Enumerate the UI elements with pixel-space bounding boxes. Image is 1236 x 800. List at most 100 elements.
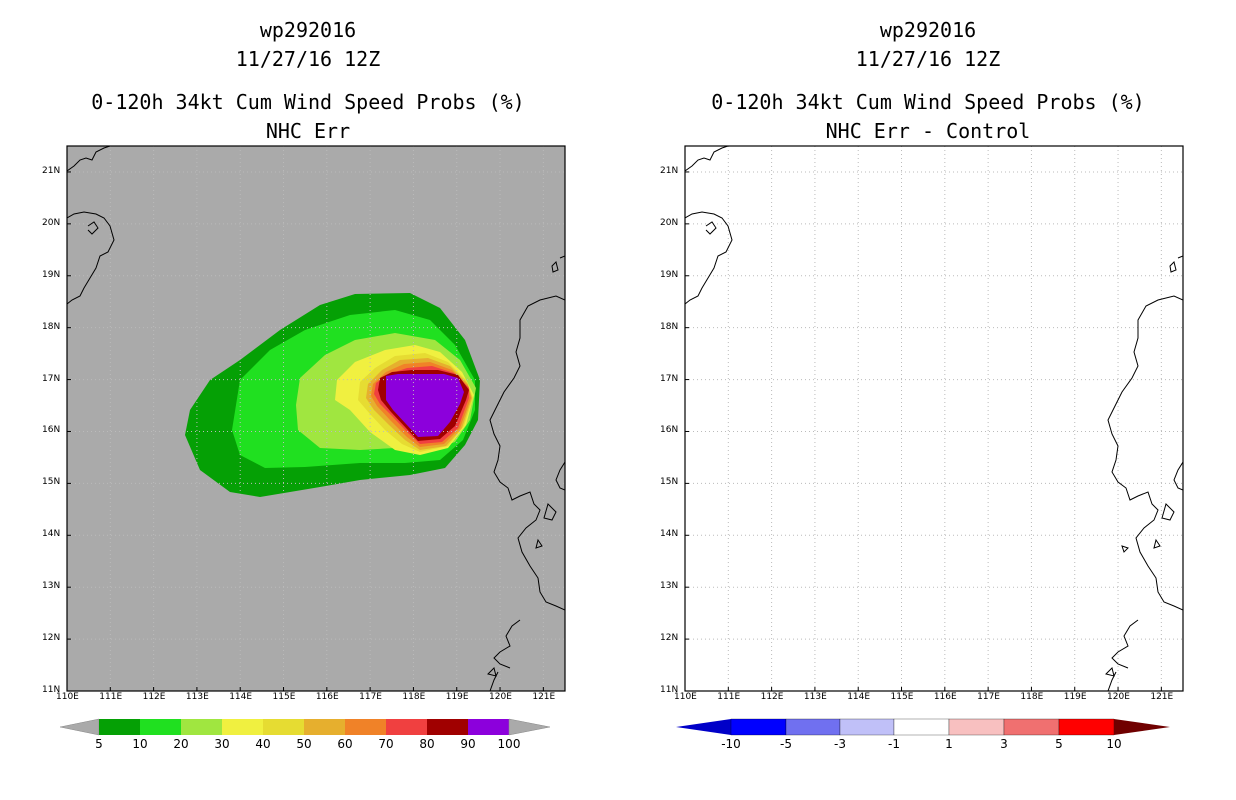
lat-label: 15N: [660, 477, 679, 488]
colorbar-label: -5: [780, 737, 792, 751]
lon-label: 115E: [272, 692, 296, 702]
colorbar-box: [1003, 718, 1060, 736]
colorbar-box: [893, 718, 950, 736]
colorbar-label: -3: [834, 737, 846, 751]
left-coastlines: [67, 146, 565, 691]
lat-label: 20N: [42, 217, 61, 228]
colorbar-label: 100: [497, 737, 521, 751]
left-grid: [67, 146, 565, 691]
colorbar-label: 60: [337, 737, 353, 751]
coast-palawan: [487, 619, 521, 691]
colorbar-box: [386, 719, 427, 735]
left-title-product: 0-120h 34kt Cum Wind Speed Probs (%): [91, 90, 525, 114]
coast-taiwan: [551, 255, 565, 273]
lon-label: 118E: [402, 692, 426, 702]
right-map-frame: [684, 145, 1184, 692]
colorbar-box: [839, 718, 895, 736]
lon-label: 117E: [359, 692, 382, 702]
lat-label: 14N: [660, 529, 679, 540]
lat-label: 14N: [42, 529, 61, 540]
lon-label: 111E: [717, 692, 741, 702]
lat-label: 19N: [42, 269, 61, 280]
lon-label: 121E: [1150, 692, 1174, 702]
colorbar-box: [304, 719, 345, 735]
prob-band-90: [386, 374, 464, 437]
lon-label: 110E: [674, 692, 697, 702]
right-map: [684, 145, 1184, 692]
colorbar-box: [263, 719, 304, 735]
lat-label: 16N: [660, 425, 679, 436]
coast-china: [67, 146, 115, 305]
lon-label: 111E: [99, 692, 123, 702]
lon-label: 112E: [142, 692, 166, 702]
colorbar-label: 10: [1106, 737, 1122, 751]
lat-label: 13N: [42, 581, 61, 592]
colorbar-label: 10: [132, 737, 148, 751]
lat-label: 15N: [42, 477, 61, 488]
coast-luzon: [489, 295, 565, 611]
coast-mindoro-r: [1121, 461, 1183, 553]
colorbar-box: [785, 718, 841, 736]
lon-label: 114E: [847, 692, 871, 702]
colorbar-label: -1: [888, 737, 900, 751]
lat-label: 20N: [660, 217, 679, 228]
coast-taiwan-r: [1169, 255, 1183, 273]
lat-label: 21N: [42, 165, 61, 176]
lon-label: 114E: [229, 692, 253, 702]
colorbar-box: [222, 719, 263, 735]
colorbar-box: [99, 719, 140, 735]
colorbar-box: [730, 718, 787, 736]
lon-label: 117E: [977, 692, 1000, 702]
colorbar-label: 70: [378, 737, 394, 751]
colorbar-box: [1058, 718, 1115, 736]
probability-contours: [185, 293, 480, 497]
colorbar-box: [468, 719, 509, 735]
lon-label: 120E: [1107, 692, 1130, 702]
right-coastlines: [685, 146, 1183, 691]
lon-label: 112E: [760, 692, 784, 702]
right-title-sub: NHC Err - Control: [825, 119, 1031, 143]
colorbar-label: 90: [460, 737, 476, 751]
left-map: [66, 145, 566, 692]
lon-label: 116E: [315, 692, 339, 702]
left-axis-ticks: [66, 171, 544, 692]
right-colorbar: [676, 718, 1170, 736]
colorbar-label: 1: [945, 737, 953, 751]
lat-label: 12N: [660, 633, 679, 644]
colorbar-under-arrow: [676, 719, 731, 735]
lon-label: 120E: [489, 692, 512, 702]
coast-china-r: [685, 146, 733, 305]
lat-label: 18N: [42, 321, 61, 332]
lat-label: 21N: [660, 165, 679, 176]
left-title-storm: wp292016: [259, 18, 357, 42]
lon-label: 116E: [933, 692, 957, 702]
colorbar-box: [345, 719, 386, 735]
colorbar-over-arrow: [1114, 719, 1170, 735]
lat-label: 17N: [660, 373, 679, 384]
coast-hainan-bay-r: [705, 221, 717, 235]
lat-label: 13N: [660, 581, 679, 592]
lat-label: 16N: [42, 425, 61, 436]
colorbar-box: [140, 719, 181, 735]
lon-label: 110E: [56, 692, 79, 702]
left-map-frame: [66, 145, 566, 692]
lon-label: 115E: [890, 692, 914, 702]
right-title-storm: wp292016: [879, 18, 977, 42]
right-axis-ticks: [684, 171, 1162, 692]
coast-hainan-bay: [87, 221, 99, 235]
coast-palawan-r: [1105, 619, 1139, 691]
lon-label: 113E: [185, 692, 209, 702]
colorbar-label: -10: [721, 737, 741, 751]
lat-label: 12N: [42, 633, 61, 644]
lat-label: 11N: [42, 685, 61, 695]
coast-mindoro: [535, 461, 565, 549]
colorbar-label: 5: [1055, 737, 1063, 751]
right-grid: [685, 146, 1183, 691]
colorbar-box: [427, 719, 468, 735]
lat-label: 11N: [660, 685, 679, 695]
left-title-sub: NHC Err: [265, 119, 351, 143]
colorbar-label: 50: [296, 737, 312, 751]
colorbar-label: 5: [95, 737, 103, 751]
lon-label: 118E: [1020, 692, 1044, 702]
